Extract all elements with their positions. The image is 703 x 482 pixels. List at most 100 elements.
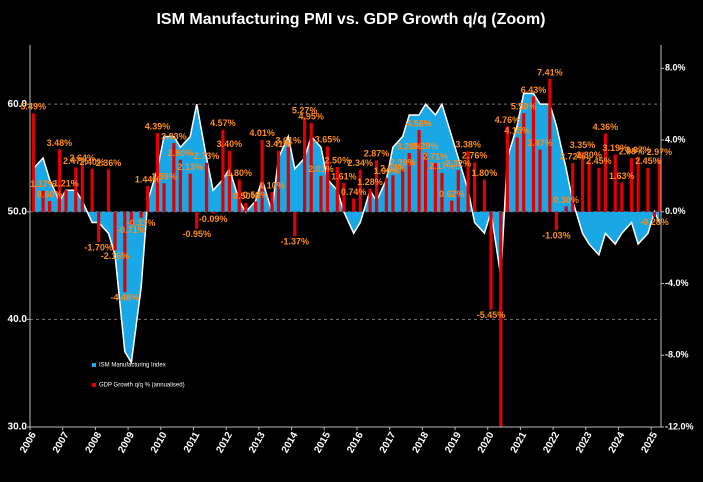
data-label: 0.74% — [341, 187, 367, 197]
data-label: 6.43% — [521, 85, 547, 95]
data-label: 3.29% — [413, 141, 439, 151]
data-label: -0.95% — [182, 229, 211, 239]
bar — [450, 200, 454, 212]
bar — [286, 147, 290, 212]
bar — [123, 211, 127, 293]
x-tick-label: 2014 — [280, 430, 301, 455]
data-label: 1.80% — [226, 168, 252, 178]
bar — [48, 201, 52, 212]
data-label: 3.35% — [570, 140, 596, 150]
data-label: 2.72% — [560, 151, 586, 161]
data-label: -0.71% — [117, 225, 146, 235]
bar — [646, 167, 650, 212]
y2-tick-label: 0.0% — [665, 206, 686, 216]
bar — [276, 150, 281, 212]
bar — [384, 177, 388, 212]
bar — [325, 146, 330, 212]
bar — [253, 201, 258, 212]
data-label: 4.15% — [504, 126, 530, 136]
data-label: 3.07% — [625, 145, 651, 155]
bar — [564, 206, 568, 212]
data-label: 2.45% — [635, 156, 661, 166]
x-tick-label: 2007 — [51, 430, 72, 455]
y2-tick-label: -12.0% — [665, 421, 694, 431]
bar — [227, 150, 232, 212]
data-label: 0.30% — [553, 195, 579, 205]
chart-title: ISM Manufacturing PMI vs. GDP Growth q/q… — [156, 11, 545, 28]
data-label: 4.56% — [406, 118, 432, 128]
data-label: 2.76% — [462, 151, 488, 161]
legend-label: ISM Manufacturing Index — [99, 363, 166, 369]
x-tick-label: 2024 — [607, 430, 628, 455]
data-label: 1.28% — [357, 177, 383, 187]
bar — [522, 113, 526, 212]
data-label: 2.99% — [619, 147, 645, 157]
bar — [188, 173, 192, 212]
x-tick-label: 2017 — [378, 430, 399, 455]
bar — [505, 126, 509, 212]
data-label: 1.80% — [472, 168, 498, 178]
data-label: 0.58% — [243, 190, 269, 200]
x-tick-label: 2018 — [411, 430, 432, 455]
data-label: 3.41% — [266, 139, 292, 149]
bar — [466, 151, 470, 212]
data-label: 4.76% — [495, 115, 521, 125]
bar — [433, 163, 438, 212]
bar — [57, 149, 62, 212]
data-label: -4.48% — [111, 293, 140, 303]
x-tick-label: 2009 — [116, 430, 137, 455]
data-label: -5.45% — [477, 310, 506, 320]
x-tick-label: 2021 — [509, 430, 530, 455]
x-tick-label: 2022 — [541, 430, 562, 455]
x-tick-label: 2023 — [574, 430, 595, 455]
data-label: 2.47% — [63, 156, 89, 166]
area — [33, 93, 660, 363]
bar — [270, 192, 274, 212]
y2-tick-label: 4.0% — [665, 134, 686, 144]
data-label: 3.48% — [47, 138, 73, 148]
bar — [162, 183, 166, 212]
bar — [629, 158, 634, 212]
data-label: 5.50% — [511, 102, 537, 112]
bar — [368, 188, 372, 212]
x-tick-label: 2011 — [182, 430, 203, 455]
bar — [597, 167, 601, 212]
data-label: 1.21% — [53, 178, 79, 188]
bar — [515, 137, 519, 212]
bar — [204, 162, 209, 212]
data-label: 4.95% — [298, 111, 324, 121]
bar — [178, 159, 182, 212]
bar — [309, 123, 313, 212]
bar — [424, 152, 428, 212]
data-label: 2.01% — [308, 164, 334, 174]
bar — [155, 133, 160, 212]
line — [32, 92, 661, 365]
y-tick-label: 60.0 — [8, 99, 28, 110]
data-label: 4.01% — [249, 128, 275, 138]
bar — [554, 211, 558, 231]
bar — [571, 163, 575, 212]
bar — [489, 211, 493, 310]
data-label: -1.37% — [281, 237, 310, 247]
y2-tick-label: -8.0% — [665, 350, 689, 360]
bar — [603, 133, 608, 212]
bar — [80, 164, 84, 212]
data-label: 2.97% — [647, 147, 673, 157]
data-label: 1.44% — [135, 174, 161, 184]
data-label: 2.64% — [70, 153, 96, 163]
data-label: 2.34% — [347, 158, 373, 168]
bar — [335, 166, 339, 212]
bar — [221, 129, 225, 212]
data-label: 2.73% — [194, 151, 220, 161]
x-tick-label: 2019 — [443, 430, 464, 455]
legend-swatch — [92, 383, 96, 387]
bar — [303, 117, 307, 212]
bar — [417, 130, 421, 212]
y-tick-label: 40.0 — [8, 314, 28, 325]
bar — [401, 168, 405, 212]
data-label: 4.36% — [593, 122, 619, 132]
data-label: 2.90% — [168, 148, 194, 158]
y-tick-label: 50.0 — [8, 206, 28, 217]
bar — [31, 113, 35, 212]
